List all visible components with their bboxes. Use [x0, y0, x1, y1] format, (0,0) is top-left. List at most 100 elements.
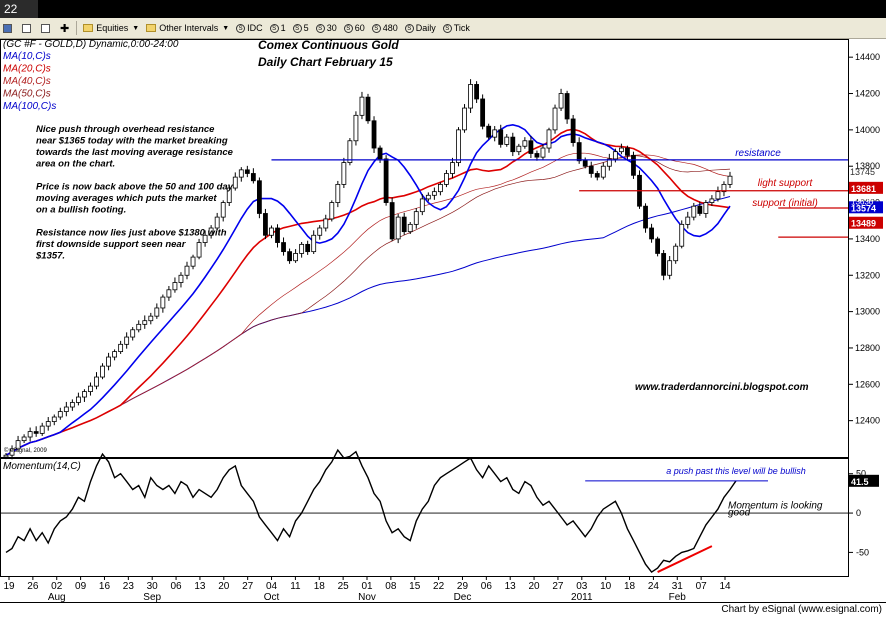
- candle-body: [136, 323, 142, 331]
- folder-icon: [83, 24, 94, 32]
- plus-icon[interactable]: ✚: [60, 22, 70, 35]
- candle-body: [395, 216, 401, 240]
- circle-s-icon: S: [292, 23, 302, 33]
- x-tick-label: 31: [672, 581, 684, 592]
- price-tick-label: 14000: [855, 125, 880, 135]
- candle-body: [570, 118, 576, 143]
- x-tick-label: 08: [385, 581, 397, 592]
- candle-body: [88, 385, 93, 392]
- candle-body: [329, 202, 335, 220]
- price-flag-bg: [849, 201, 883, 214]
- legend-MA(50,C)s: MA(50,C)s: [3, 89, 51, 100]
- x-tick-label: 13: [194, 581, 206, 592]
- momentum-tick-label: 0: [856, 508, 861, 518]
- candle-body: [21, 436, 27, 442]
- candle-body: [269, 227, 274, 236]
- momentum-comment-1: Momentum is looking: [728, 500, 823, 511]
- candle-body: [456, 129, 461, 163]
- last-price-label: 13745: [850, 167, 875, 177]
- candle-body: [3, 454, 9, 458]
- circle-s-icon: S: [236, 23, 246, 33]
- candle-body: [480, 98, 486, 127]
- candle-body: [293, 253, 299, 262]
- candle-body: [244, 169, 250, 174]
- candle-body: [510, 136, 516, 153]
- candle-body: [721, 183, 727, 193]
- interval-60[interactable]: S 60: [341, 20, 368, 36]
- candle-body: [76, 396, 81, 403]
- legend-MA(40,C)s: MA(40,C)s: [3, 76, 51, 87]
- legend-MA(100,C)s: MA(100,C)s: [3, 101, 56, 112]
- x-tick-label: 11: [290, 581, 301, 592]
- table-icon: [41, 23, 50, 33]
- price-panel-frame: [0, 39, 849, 458]
- candle-body: [39, 425, 45, 434]
- symbol-list-label: Equities: [96, 23, 129, 33]
- candle-body: [287, 251, 292, 262]
- level-label-resistance: resistance: [735, 148, 781, 159]
- candle-body: [220, 202, 226, 218]
- x-tick-label: 24: [648, 581, 660, 592]
- interval-tick[interactable]: S Tick: [440, 20, 473, 36]
- month-label-Oct: Oct: [264, 592, 280, 602]
- candle-body: [9, 448, 15, 456]
- esignal-copyright: Chart by eSignal (www.esignal.com): [721, 604, 882, 615]
- window-titlebar: 22: [0, 0, 886, 18]
- save-icon[interactable]: [0, 20, 18, 36]
- candle-body: [582, 160, 588, 167]
- candle-body: [462, 107, 467, 131]
- caret-down-icon: ▼: [222, 24, 230, 32]
- candle-body: [256, 180, 262, 214]
- x-tick-label: 25: [338, 581, 350, 592]
- price-flag-bg: [849, 181, 883, 194]
- grid-icon[interactable]: [38, 20, 56, 36]
- candle-body: [172, 282, 178, 291]
- candle-body: [57, 411, 63, 418]
- commentary-line: $1357.: [35, 251, 65, 262]
- x-tick-label: 19: [3, 581, 15, 592]
- candle-body: [238, 169, 244, 178]
- candle-body: [383, 158, 389, 203]
- commentary-line: Nice push through overhead resistance: [36, 124, 215, 135]
- x-tick-label: 03: [576, 581, 588, 592]
- chart-settings-icon[interactable]: [19, 20, 37, 36]
- candle-body: [281, 242, 286, 253]
- window-tab[interactable]: 22: [0, 0, 38, 18]
- intervals-label: Other Intervals: [159, 23, 219, 33]
- interval-30[interactable]: S 30: [313, 20, 340, 36]
- candle-body: [160, 296, 166, 309]
- symbol-line: (GC #F - GOLD,D) Dynamic,0:00-24:00: [3, 39, 179, 50]
- interval-480[interactable]: S 480: [369, 20, 401, 36]
- month-label-Aug: Aug: [48, 592, 66, 602]
- candle-body: [124, 336, 130, 345]
- interval-idc[interactable]: S IDC: [233, 20, 266, 36]
- commentary-line: on a bullish footing.: [36, 205, 126, 216]
- interval-daily[interactable]: S Daily: [402, 20, 439, 36]
- candle-body: [45, 421, 51, 427]
- candle-body: [697, 205, 703, 214]
- folder-icon: [146, 24, 157, 32]
- x-tick-label: 14: [719, 581, 731, 592]
- x-tick-label: 18: [624, 581, 636, 592]
- intervals-dropdown[interactable]: Other Intervals ▼: [143, 20, 232, 36]
- momentum-line: [5, 448, 737, 574]
- x-tick-label: 10: [600, 581, 612, 592]
- candle-body: [359, 96, 365, 116]
- momentum-tick-label: -50: [856, 547, 869, 557]
- momentum-panel-frame: [0, 458, 849, 577]
- commentary-line: area on the chart.: [36, 159, 115, 170]
- interval-1-label: 1: [280, 23, 286, 33]
- candle-body: [649, 227, 654, 240]
- candle-body: [661, 253, 667, 276]
- candle-body: [685, 216, 691, 225]
- candle-body: [492, 129, 498, 138]
- candle-body: [606, 158, 612, 167]
- x-tick-label: 27: [552, 581, 564, 592]
- x-tick-label: 20: [218, 581, 230, 592]
- candle-body: [51, 416, 57, 422]
- symbol-list-dropdown[interactable]: Equities ▼: [80, 20, 142, 36]
- candle-body: [353, 114, 359, 142]
- candle-body: [546, 129, 552, 149]
